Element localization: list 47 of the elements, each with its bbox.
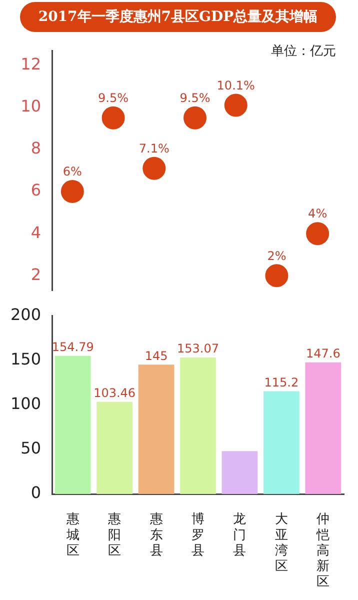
y-tick-label: 0 — [30, 483, 41, 502]
y-tick-label: 100 — [10, 394, 41, 413]
y-tick-label: 6 — [30, 180, 41, 200]
data-label: 103.46 — [94, 386, 136, 400]
bar — [138, 364, 174, 494]
chart-title: 2017年一季度惠州7县区GDP总量及其增幅 — [20, 2, 336, 32]
x-tick-label: 博罗县 — [192, 512, 204, 558]
point — [224, 94, 248, 117]
data-label: 145 — [144, 348, 168, 363]
point — [60, 180, 84, 204]
x-tick-label: 惠东县 — [148, 512, 163, 558]
y-tick-label: 50 — [20, 438, 41, 458]
point — [102, 106, 125, 130]
point — [184, 106, 206, 130]
point — [265, 264, 288, 288]
bar — [54, 356, 91, 494]
text: 7.1% — [138, 142, 170, 156]
y-tick-label: 200 — [10, 304, 41, 324]
x-tick-label: 仲恺高新区 — [316, 512, 330, 590]
data-label: 153.07 — [177, 342, 219, 356]
y-tick-label: 2 — [30, 264, 41, 284]
x-tick-label: 大亚湾区 — [274, 512, 288, 574]
text: 9.5% — [98, 91, 129, 106]
x-tick-label: 惠城区 — [65, 512, 80, 558]
text: 2% — [267, 248, 286, 263]
y-tick-label: 150 — [10, 349, 41, 368]
bar — [222, 451, 258, 494]
y-tick-label: 8 — [30, 138, 41, 158]
x-tick-label: 龙门县 — [233, 512, 246, 558]
y-tick-label: 12 — [20, 54, 41, 74]
text: 6% — [62, 164, 82, 179]
x-tick-label: 惠阳区 — [107, 512, 122, 558]
text: 10.1% — [216, 78, 255, 92]
annotation: 单位：亿元 — [271, 43, 336, 60]
data-label: 147.6 — [306, 346, 340, 360]
bar — [305, 362, 342, 494]
text: 9.5% — [180, 91, 210, 106]
y-tick-label: 10 — [20, 96, 41, 116]
bar — [263, 391, 300, 494]
bar — [96, 402, 133, 494]
point — [142, 156, 166, 180]
point — [306, 222, 330, 246]
data-label: 115.2 — [264, 375, 299, 390]
data-label: 154.79 — [52, 340, 94, 354]
text: 4% — [308, 206, 328, 221]
y-tick-label: 4 — [30, 222, 41, 242]
bar — [180, 357, 216, 494]
